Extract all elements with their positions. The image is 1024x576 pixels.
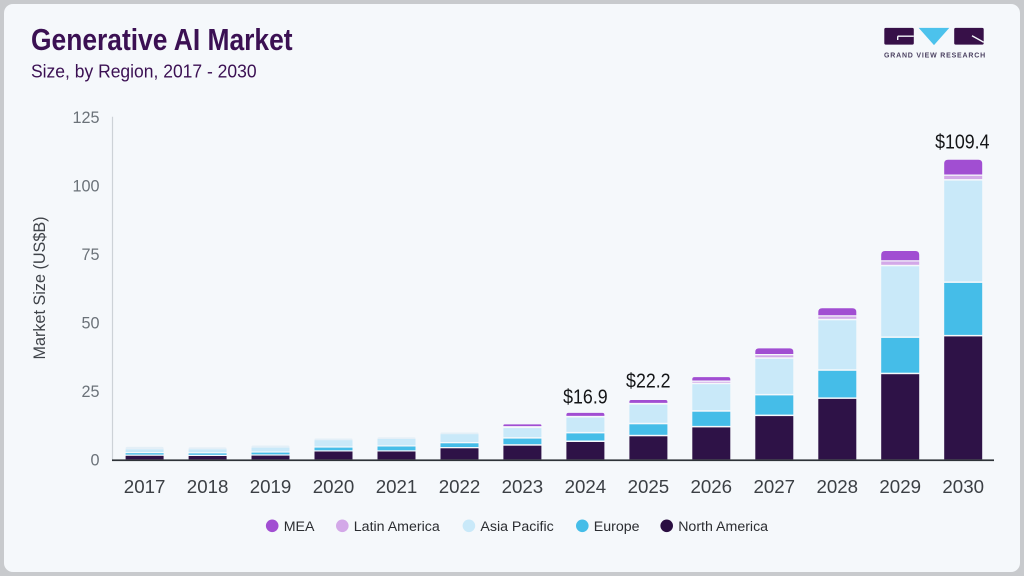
svg-text:2020: 2020 xyxy=(313,476,355,497)
svg-text:2024: 2024 xyxy=(565,476,607,497)
svg-text:Market Size (US$B): Market Size (US$B) xyxy=(31,216,49,359)
svg-text:2025: 2025 xyxy=(628,476,670,497)
svg-text:2030: 2030 xyxy=(942,476,984,497)
svg-text:GRAND VIEW RESEARCH: GRAND VIEW RESEARCH xyxy=(884,53,986,60)
svg-text:2028: 2028 xyxy=(817,476,859,497)
svg-text:25: 25 xyxy=(81,383,99,401)
svg-text:Europe: Europe xyxy=(594,519,640,535)
svg-text:125: 125 xyxy=(72,109,99,127)
svg-text:50: 50 xyxy=(81,314,99,332)
svg-text:$109.4: $109.4 xyxy=(935,131,990,153)
svg-text:Generative AI Market: Generative AI Market xyxy=(31,23,293,57)
svg-text:North America: North America xyxy=(678,519,768,535)
svg-text:0: 0 xyxy=(90,451,99,469)
svg-text:2017: 2017 xyxy=(124,476,166,497)
svg-text:Asia Pacific: Asia Pacific xyxy=(480,519,553,535)
svg-text:2021: 2021 xyxy=(376,476,418,497)
svg-text:$22.2: $22.2 xyxy=(626,371,671,393)
svg-text:Size, by Region, 2017 - 2030: Size, by Region, 2017 - 2030 xyxy=(31,61,257,82)
svg-text:2023: 2023 xyxy=(502,476,544,497)
svg-text:2026: 2026 xyxy=(691,476,733,497)
svg-text:2022: 2022 xyxy=(439,476,481,497)
svg-text:2027: 2027 xyxy=(754,476,796,497)
svg-text:2019: 2019 xyxy=(250,476,292,497)
svg-text:MEA: MEA xyxy=(284,519,315,535)
svg-text:2029: 2029 xyxy=(879,476,921,497)
svg-text:100: 100 xyxy=(72,178,99,196)
svg-text:Latin America: Latin America xyxy=(354,519,440,535)
svg-text:$16.9: $16.9 xyxy=(563,386,608,408)
svg-text:2018: 2018 xyxy=(187,476,229,497)
svg-text:75: 75 xyxy=(81,246,99,264)
